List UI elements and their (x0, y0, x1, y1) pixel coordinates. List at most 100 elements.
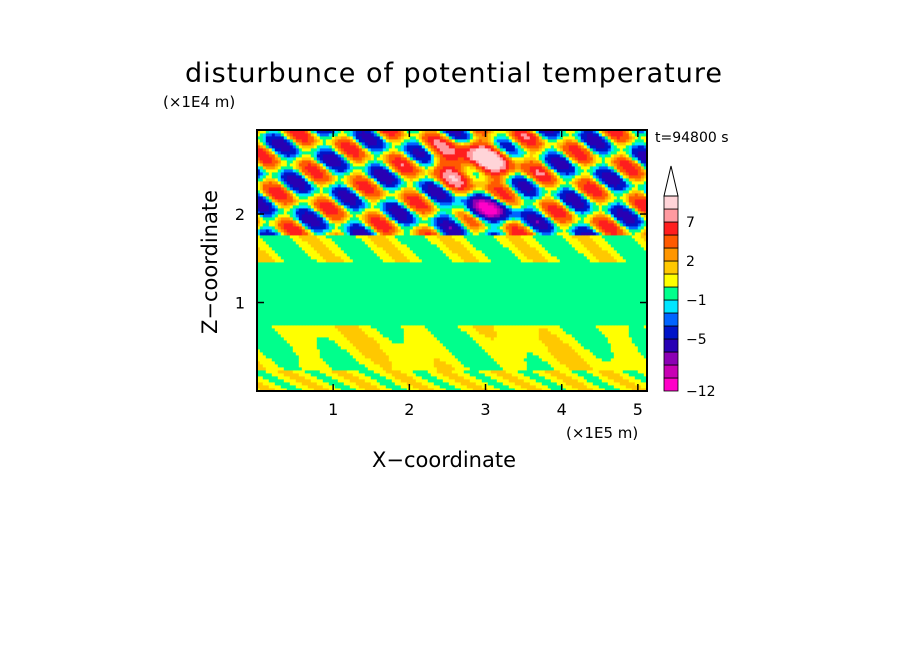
contour-cell (271, 375, 276, 380)
contour-cell (277, 372, 282, 377)
contour-cell (307, 366, 312, 371)
contour-cell (490, 303, 495, 308)
contour-cell (475, 303, 480, 308)
contour-cell (619, 300, 624, 305)
contour-cell (469, 351, 474, 356)
contour-cell (424, 312, 429, 317)
contour-cell (385, 321, 390, 326)
contour-cell (637, 330, 642, 335)
contour-cell (619, 339, 624, 344)
contour-cell (361, 315, 366, 320)
contour-cell (478, 360, 483, 365)
contour-cell (349, 279, 354, 284)
contour-cell (562, 315, 567, 320)
contour-cell (580, 303, 585, 308)
contour-cell (367, 279, 372, 284)
contour-cell (412, 297, 417, 302)
contour-cell (583, 351, 588, 356)
contour-cell (394, 321, 399, 326)
contour-cell (598, 384, 603, 389)
contour-cell (364, 378, 369, 383)
contour-cell (610, 291, 615, 296)
contour-cell (379, 375, 384, 380)
contour-cell (448, 321, 453, 326)
contour-cell (257, 381, 261, 386)
contour-cell (421, 309, 426, 314)
contour-cell (532, 372, 537, 377)
contour-cell (439, 312, 444, 317)
contour-cell (493, 351, 498, 356)
contour-cell (628, 318, 633, 323)
contour-cell (367, 315, 372, 320)
contour-cell (580, 276, 585, 281)
contour-cell (313, 279, 318, 284)
contour-cell (346, 279, 351, 284)
contour-cell (484, 345, 489, 350)
contour-cell (490, 369, 495, 374)
contour-cell (418, 351, 423, 356)
contour-cell (403, 312, 408, 317)
contour-cell (361, 333, 366, 338)
contour-cell (379, 306, 384, 311)
contour-cell (622, 315, 627, 320)
contour-cell (430, 327, 435, 332)
contour-cell (568, 291, 573, 296)
contour-cell (643, 321, 647, 326)
contour-cell (547, 378, 552, 383)
contour-cell (257, 357, 261, 362)
contour-cell (496, 300, 501, 305)
contour-cell (613, 372, 618, 377)
contour-cell (520, 291, 525, 296)
contour-cell (589, 324, 594, 329)
contour-cell (571, 333, 576, 338)
contour-cell (295, 378, 300, 383)
contour-cell (337, 330, 342, 335)
contour-cell (556, 375, 561, 380)
contour-cell (640, 345, 645, 350)
contour-cell (352, 387, 357, 391)
contour-cell (268, 279, 273, 284)
contour-cell (403, 321, 408, 326)
contour-cell (589, 384, 594, 389)
contour-cell (319, 354, 324, 359)
contour-cell (257, 348, 261, 353)
contour-cell (505, 327, 510, 332)
contour-cell (520, 363, 525, 368)
contour-cell (553, 339, 558, 344)
contour-cell (583, 339, 588, 344)
contour-cell (505, 279, 510, 284)
contour-cell (496, 321, 501, 326)
contour-cell (637, 375, 642, 380)
contour-cell (334, 303, 339, 308)
contour-cell (400, 276, 405, 281)
contour-cell (286, 351, 291, 356)
contour-cell (511, 384, 516, 389)
contour-cell (598, 312, 603, 317)
contour-cell (544, 291, 549, 296)
contour-cell (445, 279, 450, 284)
contour-cell (355, 378, 360, 383)
contour-cell (628, 288, 633, 293)
contour-cell (475, 330, 480, 335)
contour-cell (352, 333, 357, 338)
contour-cell (625, 303, 630, 308)
contour-cell (502, 372, 507, 377)
contour-cell (445, 372, 450, 377)
contour-cell (283, 282, 288, 287)
contour-cell (580, 300, 585, 305)
contour-cell (643, 369, 647, 374)
contour-cell (508, 375, 513, 380)
contour-cell (262, 330, 267, 335)
contour-cell (295, 291, 300, 296)
contour-cell (271, 345, 276, 350)
contour-cell (529, 327, 534, 332)
contour-cell (505, 309, 510, 314)
contour-cell (634, 366, 639, 371)
contour-cell (607, 348, 612, 353)
contour-cell (286, 297, 291, 302)
contour-cell (529, 351, 534, 356)
contour-cell (487, 387, 492, 391)
contour-cell (412, 306, 417, 311)
contour-cell (454, 327, 459, 332)
contour-cell (397, 318, 402, 323)
